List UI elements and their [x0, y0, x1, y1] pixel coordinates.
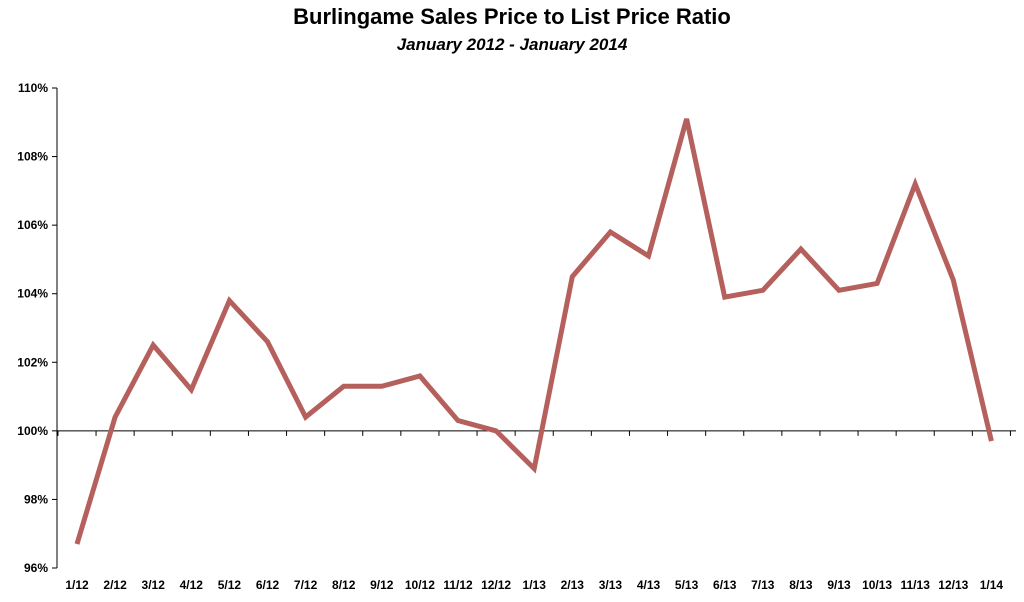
x-tick-label: 7/13 [751, 578, 775, 592]
y-tick-label: 104% [17, 287, 48, 301]
x-tick-label: 3/12 [142, 578, 166, 592]
x-tick-label: 6/13 [713, 578, 737, 592]
y-tick-label: 106% [17, 218, 48, 232]
x-tick-label: 8/12 [332, 578, 356, 592]
x-tick-label: 9/12 [370, 578, 394, 592]
x-tick-label: 11/13 [901, 578, 931, 592]
y-tick-label: 98% [24, 492, 48, 506]
x-tick-label: 1/14 [980, 578, 1004, 592]
series-line [74, 118, 994, 545]
x-tick-label: 5/12 [218, 578, 242, 592]
y-tick-label: 96% [24, 561, 48, 575]
x-tick-label: 2/13 [561, 578, 585, 592]
x-tick-label: 12/13 [938, 578, 968, 592]
x-tick-label: 11/12 [443, 578, 473, 592]
x-tick-label: 7/12 [294, 578, 318, 592]
x-tick-label: 3/13 [599, 578, 623, 592]
x-tick-label: 10/13 [862, 578, 892, 592]
x-tick-label: 5/13 [675, 578, 699, 592]
y-tick-label: 102% [17, 355, 48, 369]
x-tick-label: 4/12 [180, 578, 204, 592]
chart-title: Burlingame Sales Price to List Price Rat… [293, 4, 731, 29]
y-tick-label: 110% [18, 81, 48, 95]
x-tick-label: 1/13 [523, 578, 547, 592]
x-tick-label: 4/13 [637, 578, 661, 592]
x-tick-label: 1/12 [65, 578, 89, 592]
chart-subtitle: January 2012 - January 2014 [396, 35, 628, 54]
y-tick-label: 100% [17, 424, 48, 438]
y-tick-label: 108% [17, 150, 48, 164]
x-tick-label: 8/13 [789, 578, 813, 592]
x-tick-label: 2/12 [103, 578, 127, 592]
x-tick-label: 6/12 [256, 578, 280, 592]
x-tick-label: 9/13 [827, 578, 851, 592]
x-tick-label: 10/12 [405, 578, 435, 592]
x-tick-label: 12/12 [481, 578, 511, 592]
